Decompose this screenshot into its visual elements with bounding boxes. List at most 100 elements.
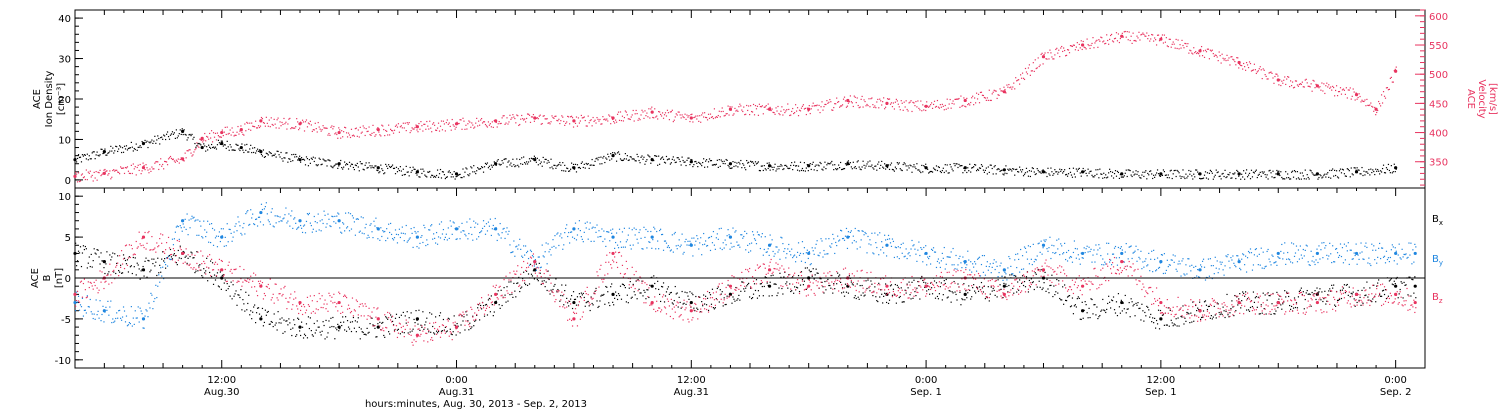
velocity-sample xyxy=(1283,80,1284,81)
velocity-sample xyxy=(94,172,95,173)
by-sample xyxy=(605,246,606,247)
by-sample xyxy=(212,228,213,229)
bx-sample xyxy=(714,308,715,309)
bx-sample xyxy=(1058,280,1059,281)
by-sample xyxy=(86,312,87,313)
velocity-sample xyxy=(621,120,622,121)
velocity-sample xyxy=(913,102,914,103)
density-sample xyxy=(284,157,285,158)
by-sample xyxy=(496,227,497,228)
density-sample xyxy=(851,166,852,167)
velocity-sample xyxy=(161,166,162,167)
bx-sample xyxy=(143,266,144,267)
velocity-sample xyxy=(104,169,105,170)
bx-sample xyxy=(374,328,375,329)
velocity-sample xyxy=(781,106,782,107)
by-sample xyxy=(696,235,697,236)
bx-sample xyxy=(1226,294,1227,295)
bx-sample xyxy=(1319,288,1320,289)
by-sample xyxy=(130,323,131,324)
bx-sample xyxy=(312,334,313,335)
velocity-sample xyxy=(686,115,687,116)
velocity-sample xyxy=(143,165,144,166)
velocity-sample xyxy=(906,100,907,101)
density-sample xyxy=(728,165,729,166)
velocity-sample xyxy=(953,100,954,101)
density-sample xyxy=(176,129,177,130)
by-sample xyxy=(189,227,190,228)
velocity-sample xyxy=(651,107,652,108)
by-sample xyxy=(643,227,644,228)
density-sample xyxy=(502,160,503,161)
density-sample xyxy=(876,170,877,171)
bx-sample xyxy=(112,253,113,254)
density-sample xyxy=(89,155,90,156)
density-sample xyxy=(945,164,946,165)
velocity-sample xyxy=(533,114,534,115)
density-sample xyxy=(571,163,572,164)
density-sample xyxy=(1221,178,1222,179)
density-sample xyxy=(473,165,474,166)
by-sample xyxy=(668,245,669,246)
velocity-sample xyxy=(397,127,398,128)
by-sample xyxy=(168,256,169,257)
by-sample xyxy=(464,234,465,235)
bx-sample xyxy=(1316,287,1317,288)
bx-sample xyxy=(1041,269,1042,270)
density-sample xyxy=(1239,173,1240,174)
bx-sample xyxy=(1169,326,1170,327)
bx-sample xyxy=(505,302,506,303)
velocity-sample xyxy=(1383,91,1384,92)
bx-sample xyxy=(970,298,971,299)
density-sample xyxy=(601,163,602,164)
velocity-sample xyxy=(461,129,462,130)
velocity-sample xyxy=(709,118,710,119)
density-sample xyxy=(949,172,950,173)
bx-sample xyxy=(612,302,613,303)
density-sample xyxy=(213,147,214,148)
velocity-sample xyxy=(1351,99,1352,100)
bx-sample xyxy=(815,274,816,275)
velocity-point xyxy=(964,99,967,102)
velocity-sample xyxy=(692,121,693,122)
velocity-sample xyxy=(923,109,924,110)
velocity-sample xyxy=(747,110,748,111)
bx-sample xyxy=(207,280,208,281)
bx-sample xyxy=(262,308,263,309)
bx-sample xyxy=(428,331,429,332)
bx-sample xyxy=(1098,316,1099,317)
velocity-sample xyxy=(333,126,334,127)
bx-sample xyxy=(763,295,764,296)
by-sample xyxy=(499,234,500,235)
density-sample xyxy=(1391,165,1392,166)
bx-sample xyxy=(431,314,432,315)
density-sample xyxy=(336,163,337,164)
density-sample xyxy=(803,170,804,171)
bx-sample xyxy=(1209,306,1210,307)
density-sample xyxy=(1049,175,1050,176)
bx-sample xyxy=(634,291,635,292)
density-sample xyxy=(475,173,476,174)
density-sample xyxy=(139,147,140,148)
by-sample xyxy=(472,240,473,241)
bx-sample xyxy=(926,290,927,291)
velocity-sample xyxy=(250,130,251,131)
density-sample xyxy=(900,168,901,169)
by-sample xyxy=(137,317,138,318)
density-sample xyxy=(944,172,945,173)
velocity-sample xyxy=(553,118,554,119)
bx-sample xyxy=(928,289,929,290)
density-sample xyxy=(1395,171,1396,172)
bx-sample xyxy=(514,291,515,292)
density-sample xyxy=(670,163,671,164)
density-sample xyxy=(538,164,539,165)
density-sample xyxy=(567,168,568,169)
by-sample xyxy=(691,238,692,239)
by-sample xyxy=(470,227,471,228)
by-sample xyxy=(228,241,229,242)
by-sample xyxy=(104,312,105,313)
velocity-sample xyxy=(795,104,796,105)
by-sample xyxy=(323,223,324,224)
bx-sample xyxy=(981,282,982,283)
density-sample xyxy=(1184,178,1185,179)
